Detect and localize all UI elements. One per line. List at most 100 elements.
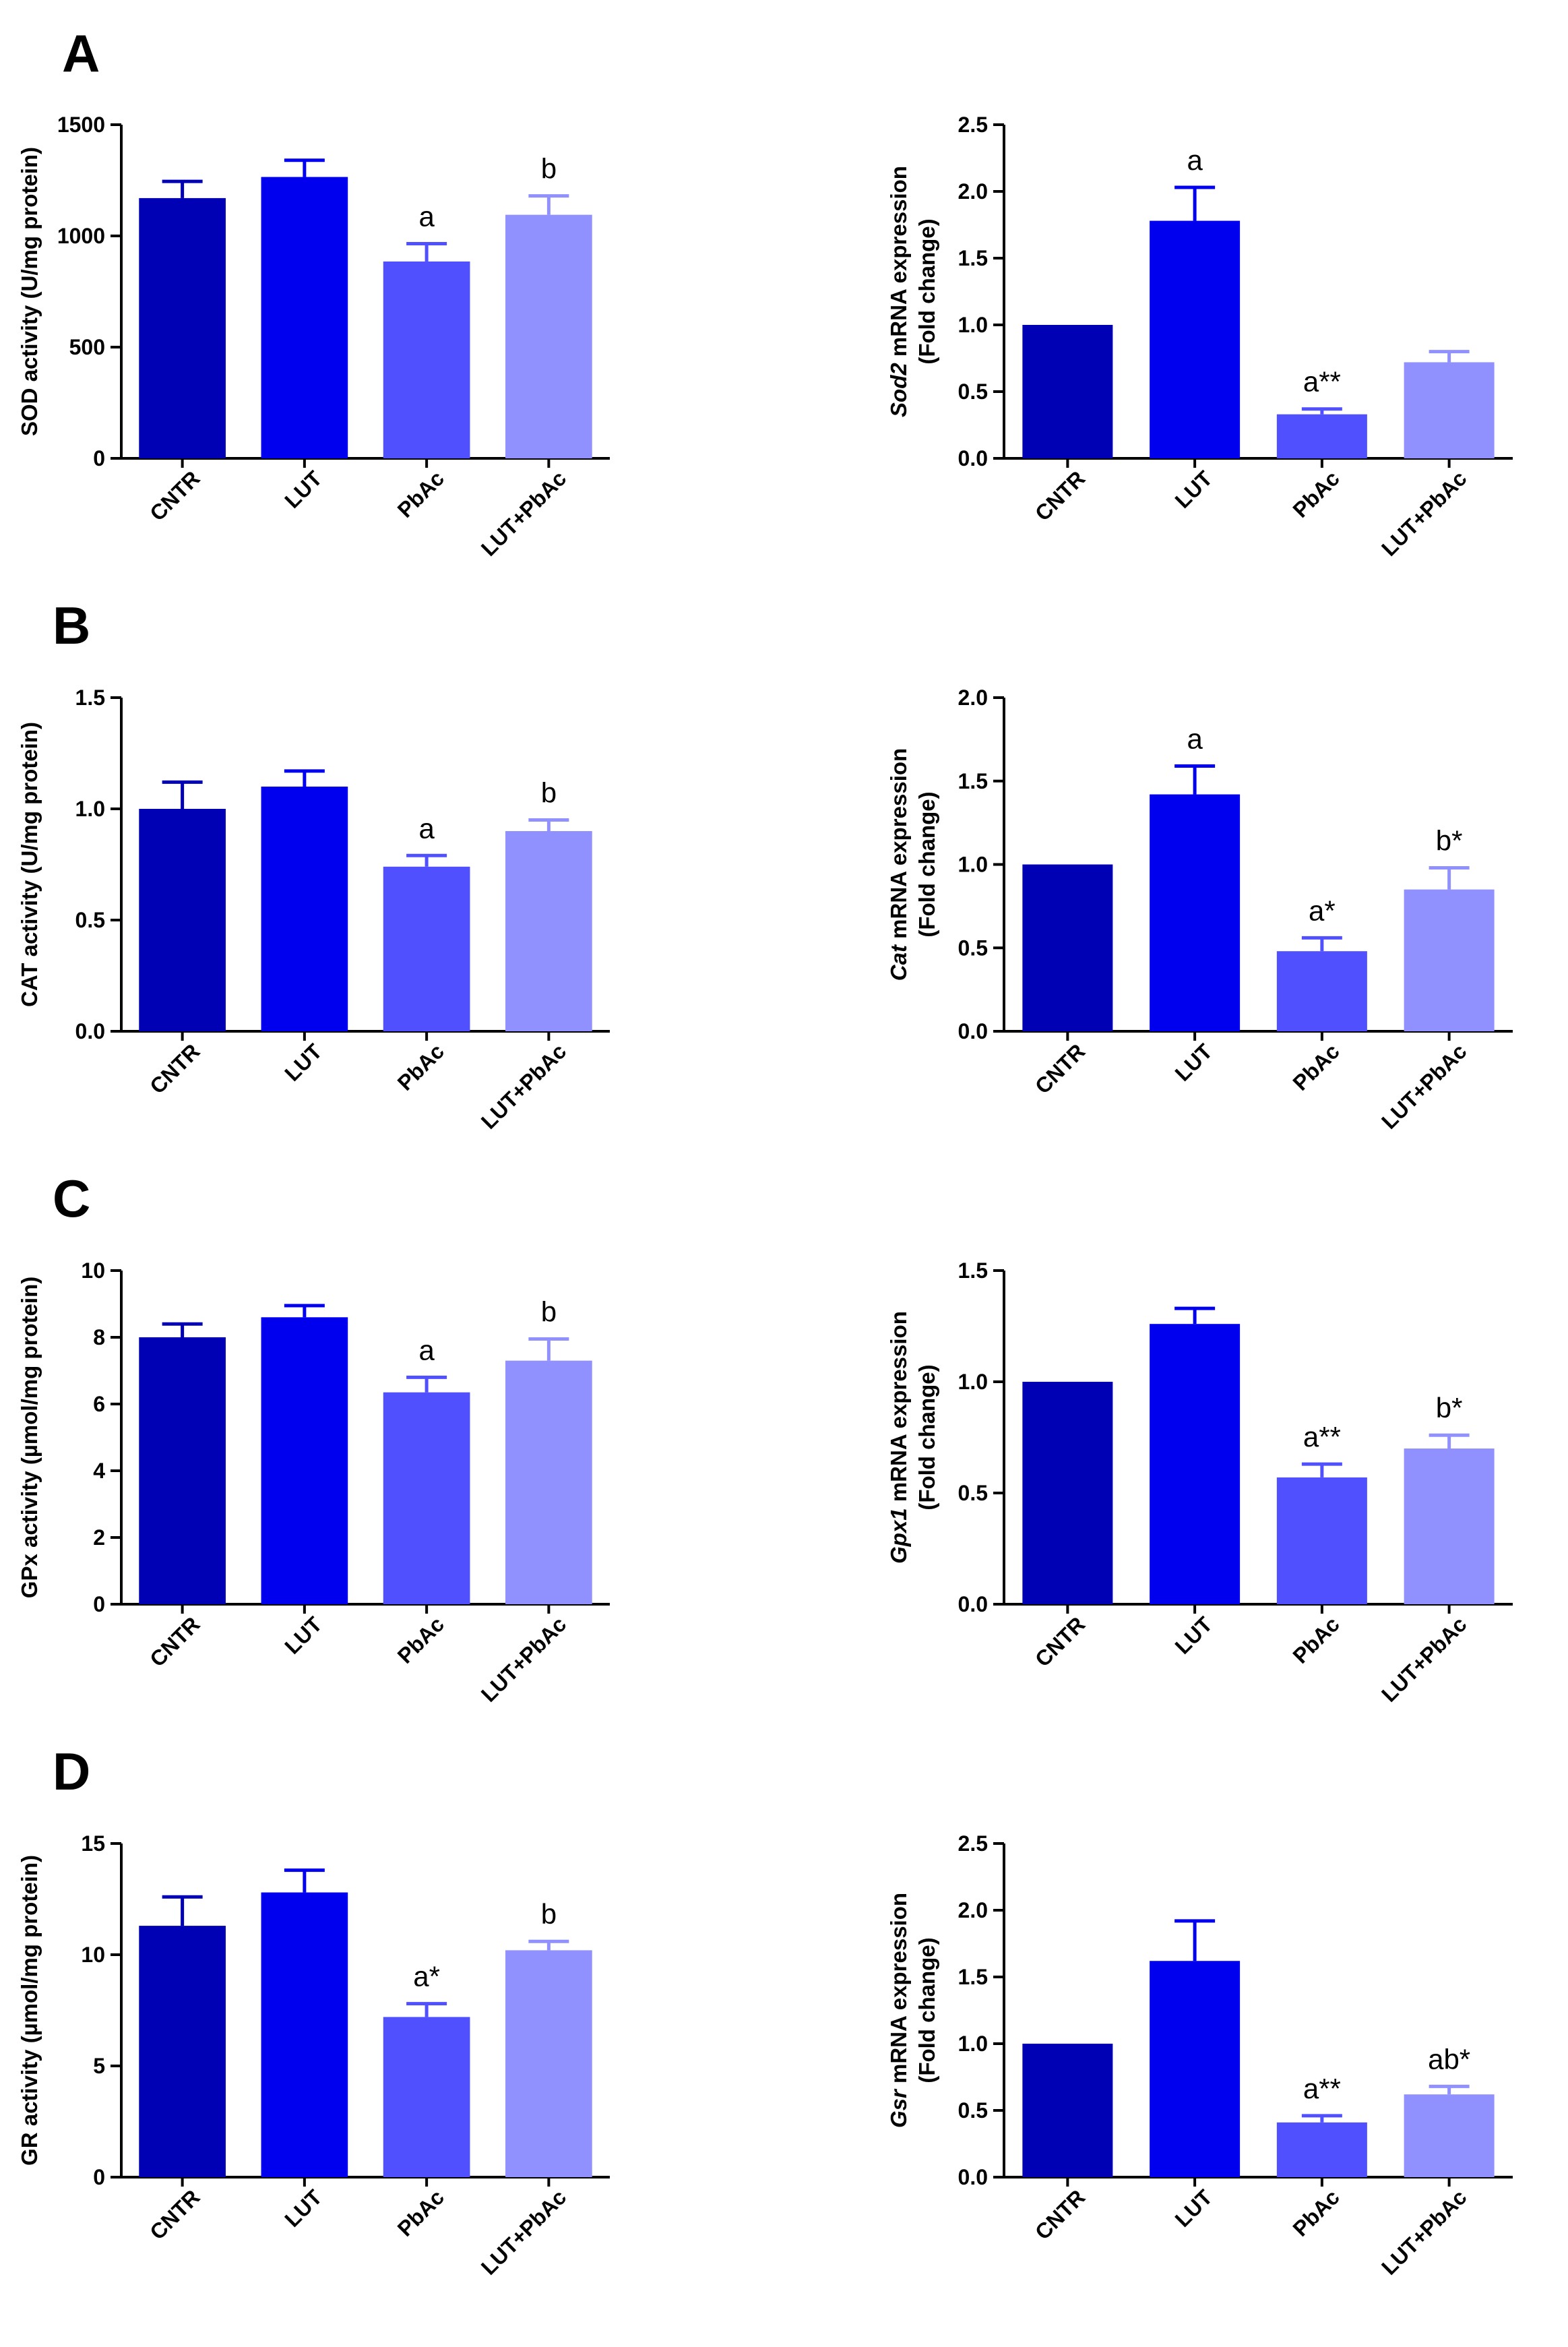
bar-pbac	[383, 2017, 470, 2177]
x-tick-label: PbAc	[393, 1039, 449, 1095]
y-tick-label: 1.5	[75, 685, 105, 710]
y-tick-label: 6	[93, 1392, 105, 1416]
y-tick-label: 1.5	[958, 1258, 988, 1283]
significance-label: b	[541, 1296, 557, 1327]
bar-lut-pbac	[505, 1950, 592, 2177]
panel-letter-b: B	[53, 596, 90, 655]
x-tick-label: PbAc	[393, 1612, 449, 1668]
y-tick-label: 0.5	[958, 379, 988, 404]
chart-panel-c-activity: 0 2 4 6 8 10 GPx activity (µmol/mg protein) CNT…	[17, 1258, 610, 1707]
x-tick-label: LUT	[1170, 466, 1218, 513]
x-tick-label: CNTR	[145, 1612, 204, 1671]
x-tick-label: CNTR	[1030, 2185, 1090, 2244]
bar-lut	[1150, 1961, 1241, 2177]
y-axis-label: GR activity (µmol/mg protein)	[17, 1855, 42, 2166]
significance-label: b	[541, 777, 557, 809]
bar-cntr	[1022, 2044, 1113, 2177]
significance-label: a	[418, 201, 435, 233]
chart-panel-c-mrna: 0.0 0.5 1.0 1.5 Gpx1 mRNA expression (Fold ch…	[886, 1258, 1513, 1707]
panel-letter-a: A	[62, 24, 100, 83]
bar-lut-pbac	[505, 831, 592, 1031]
bar-lut	[1150, 1324, 1241, 1604]
bar-lut	[261, 1317, 348, 1604]
x-tick-label: CNTR	[145, 466, 204, 525]
panel-letter-d: D	[53, 1742, 90, 1801]
x-tick-label: PbAc	[1288, 1612, 1344, 1668]
y-tick-label: 0.0	[958, 1019, 988, 1043]
x-tick-label: PbAc	[393, 466, 449, 522]
significance-label: a**	[1303, 366, 1341, 398]
y-axis-label-line2: (Fold change)	[914, 1364, 939, 1510]
y-tick-label: 1.0	[958, 313, 988, 337]
bar-lut-pbac	[505, 214, 592, 458]
y-tick-label: 500	[69, 335, 105, 359]
gene-name: Sod2	[886, 363, 911, 417]
y-axis-label: GPx activity (µmol/mg protein)	[17, 1277, 42, 1598]
gene-name: Gsr	[886, 2088, 911, 2128]
x-tick-label: CNTR	[1030, 1612, 1090, 1671]
x-tick-label: LUT	[1170, 1612, 1218, 1659]
x-tick-label: LUT	[280, 1039, 327, 1086]
y-axis-label-text: mRNA expression	[886, 166, 911, 363]
y-axis-label-line2: (Fold change)	[914, 1937, 939, 2083]
x-tick-label: LUT+PbAc	[1377, 2185, 1471, 2279]
y-tick-label: 2	[93, 1525, 105, 1550]
y-tick-label: 1.0	[958, 853, 988, 877]
x-tick-label: CNTR	[145, 1039, 204, 1098]
x-tick-label: LUT+PbAc	[476, 1612, 571, 1706]
gene-name: Cat	[886, 944, 911, 981]
y-tick-label: 1500	[57, 113, 105, 137]
significance-label: a**	[1303, 2073, 1341, 2104]
x-tick-label: LUT+PbAc	[1377, 1612, 1471, 1706]
chart-panel-a-activity: 0 500 1000 1500 SOD activity (U/mg protein) C…	[17, 113, 610, 561]
x-tick-label: LUT+PbAc	[476, 2185, 571, 2279]
bar-lut-pbac	[1404, 2094, 1495, 2177]
bar-lut	[261, 787, 348, 1031]
x-tick-label: LUT	[280, 1612, 327, 1659]
bar-pbac	[383, 866, 470, 1031]
bar-pbac	[1276, 414, 1367, 458]
bar-pbac	[1276, 951, 1367, 1031]
y-tick-label: 1.5	[958, 1965, 988, 1989]
x-tick-label: LUT+PbAc	[476, 1039, 571, 1133]
significance-label: ab*	[1428, 2043, 1470, 2075]
bar-pbac	[383, 261, 470, 458]
significance-label: b	[541, 1898, 557, 1930]
y-tick-label: 4	[93, 1459, 105, 1483]
y-tick-label: 0.5	[75, 908, 105, 932]
x-tick-label: LUT	[280, 2185, 327, 2232]
significance-label: b*	[1436, 824, 1463, 856]
bar-cntr	[139, 1337, 226, 1604]
y-tick-label: 1.5	[958, 246, 988, 270]
y-tick-label: 0	[93, 446, 105, 470]
chart-panel-a-mrna: 0.0 0.5 1.0 1.5 2.0 2.5 Sod2 mRNA expression (F…	[886, 113, 1513, 561]
gene-name: Gpx1	[886, 1508, 911, 1564]
y-tick-label: 2.5	[958, 113, 988, 137]
y-tick-label: 1.0	[958, 1370, 988, 1394]
y-tick-label: 2.5	[958, 1831, 988, 1856]
y-tick-label: 10	[81, 1943, 105, 1967]
bar-lut-pbac	[505, 1360, 592, 1604]
x-tick-label: PbAc	[393, 2185, 449, 2241]
x-tick-label: CNTR	[1030, 1039, 1090, 1098]
y-axis-label: SOD activity (U/mg protein)	[17, 147, 42, 436]
y-axis-label: Gpx1 mRNA expression	[886, 1311, 911, 1564]
y-tick-label: 0.5	[958, 2098, 988, 2123]
y-tick-label: 5	[93, 2054, 105, 2078]
y-axis-label: Gsr mRNA expression	[886, 1893, 911, 2128]
chart-panel-d-activity: 0 5 10 15 GR activity (µmol/mg protein) CNTR L…	[17, 1831, 610, 2280]
y-axis-label: Cat mRNA expression	[886, 748, 911, 981]
x-tick-label: LUT+PbAc	[476, 466, 571, 560]
y-axis-label-line2: (Fold change)	[914, 791, 939, 937]
y-tick-label: 2.0	[958, 685, 988, 710]
significance-label: a*	[413, 1961, 440, 1992]
y-tick-label: 0.0	[958, 446, 988, 470]
x-tick-label: LUT	[1170, 2185, 1218, 2232]
y-tick-label: 0.5	[958, 936, 988, 960]
y-tick-label: 1.5	[958, 769, 988, 793]
bar-pbac	[383, 1392, 470, 1604]
x-tick-label: LUT	[280, 466, 327, 513]
y-tick-label: 0.5	[958, 1481, 988, 1505]
bar-cntr	[139, 1926, 226, 2177]
